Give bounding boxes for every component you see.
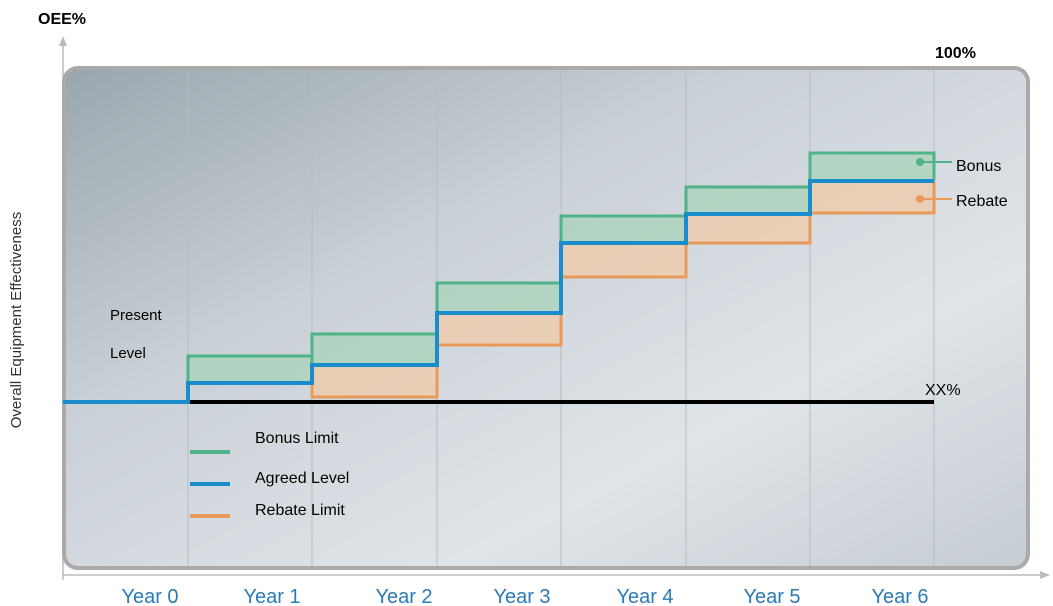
diagram: Bonus Rebate Bonus Limit Agreed Level Re… xyxy=(0,0,1053,606)
bonus-dot xyxy=(916,158,924,166)
year-label: Year 4 xyxy=(616,586,673,606)
y-arrow xyxy=(59,36,67,46)
present-level: Present xyxy=(110,307,163,324)
year-label: Year 2 xyxy=(375,586,432,606)
x-arrow xyxy=(1040,571,1050,579)
base-label: XX% xyxy=(925,382,961,399)
callout: Bonus xyxy=(956,158,1001,175)
present-level: Level xyxy=(110,345,146,362)
year-label: Year 5 xyxy=(743,586,800,606)
callout: Rebate xyxy=(956,193,1008,210)
year-label: Year 3 xyxy=(493,586,550,606)
year-label: Year 1 xyxy=(243,586,300,606)
legend-label: Bonus Limit xyxy=(255,430,339,447)
year-label: Year 6 xyxy=(871,586,928,606)
y-label: Overall Equipment Effectiveness xyxy=(8,212,25,429)
legend-label: Rebate Limit xyxy=(255,502,345,519)
legend-label: Agreed Level xyxy=(255,470,349,487)
top-label: 100% xyxy=(935,45,976,62)
year-label: Year 0 xyxy=(121,586,178,606)
y-title: OEE% xyxy=(38,11,86,28)
rebate-dot xyxy=(916,195,924,203)
